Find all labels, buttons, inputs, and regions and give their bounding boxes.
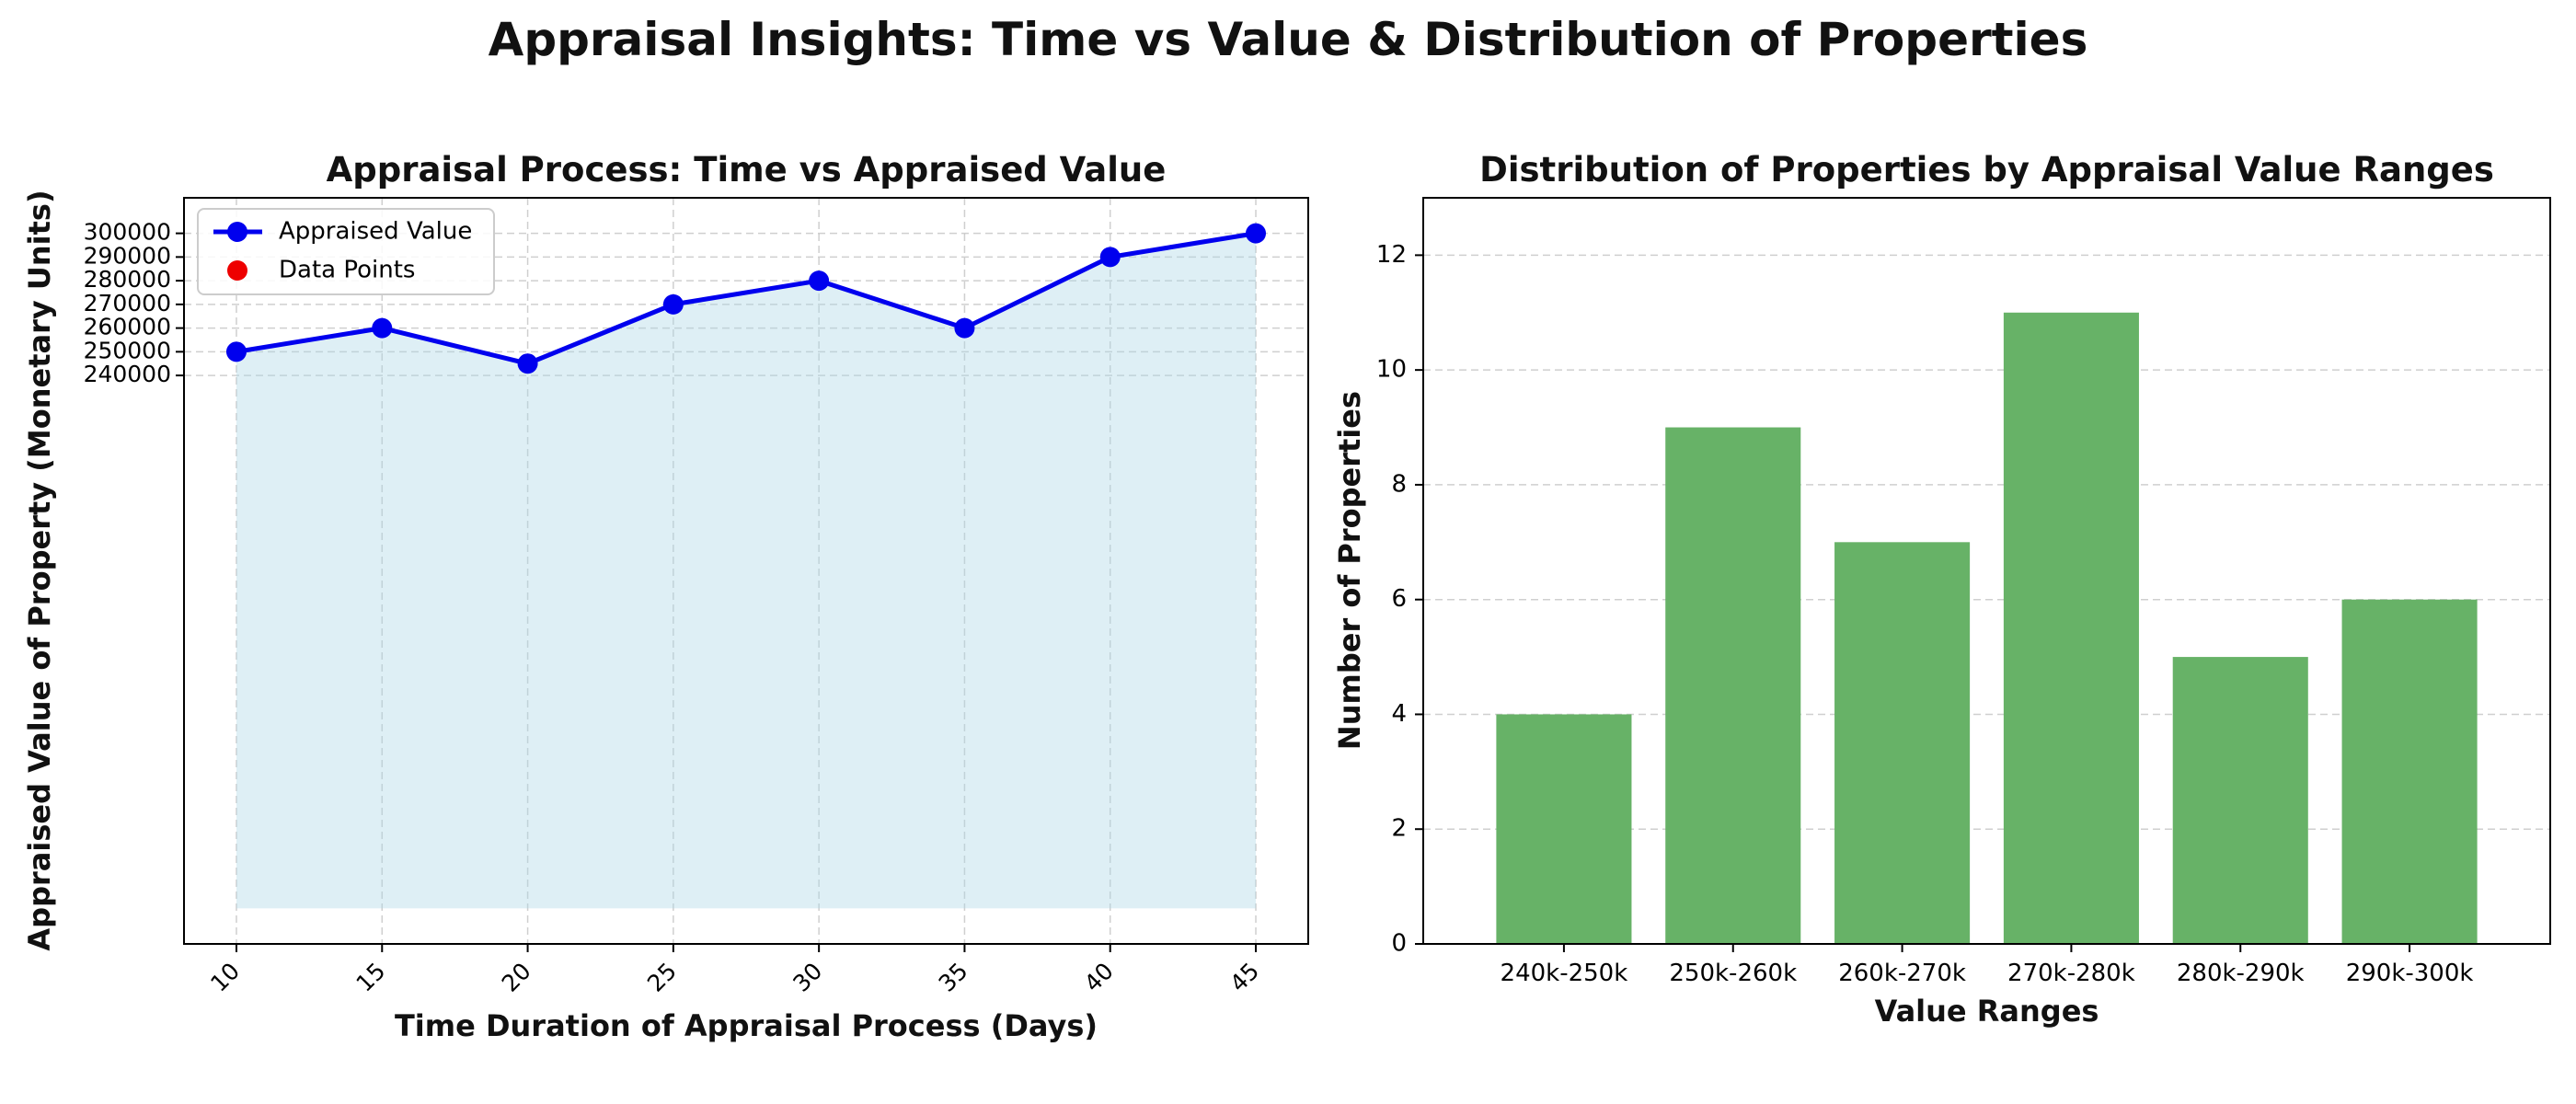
y-tick-label-1: 250000 (84, 337, 171, 363)
bar-4 (2172, 657, 2308, 944)
x-tick-label-1: 15 (351, 958, 390, 997)
bar-chart-panel: Distribution of Properties by Appraisal … (1332, 150, 2551, 1029)
appraised-value-line (236, 231, 1257, 366)
data-point-3 (662, 293, 684, 315)
x-tick-label-5: 35 (934, 958, 973, 997)
area-fill (236, 233, 1257, 909)
bar-chart-title: Distribution of Properties by Appraisal … (1479, 150, 2494, 190)
bar-3 (2003, 312, 2139, 944)
x-tick-label-1: 250k-260k (1669, 960, 1797, 987)
legend-entry-appraised-value: Appraised Value (279, 218, 472, 246)
plot-frame (183, 197, 1309, 945)
data-point-7 (1246, 223, 1267, 244)
x-tick-label-7: 45 (1225, 958, 1264, 997)
y-tick-label-1: 2 (1391, 815, 1407, 843)
legend-data-points-swatch (227, 260, 247, 281)
legend-entry-data-points: Data Points (279, 257, 415, 284)
y-tick-label-3: 270000 (84, 290, 171, 316)
bar-chart-x-axis-label: Value Ranges (1875, 994, 2099, 1029)
y-tick-label-6: 300000 (84, 219, 171, 246)
x-tick-label-3: 270k-280k (2007, 960, 2135, 987)
line-chart-x-axis-label: Time Duration of Appraisal Process (Days… (395, 1008, 1098, 1043)
y-tick-label-5: 290000 (84, 242, 171, 269)
line-chart-panel: Appraisal Process: Time vs Appraised Val… (22, 150, 1309, 1043)
x-tick-label-2: 260k-270k (1838, 960, 1966, 987)
y-tick-label-2: 4 (1391, 700, 1407, 728)
legend-line-marker-swatch (227, 222, 247, 242)
x-tick-label-5: 290k-300k (2346, 960, 2474, 987)
data-point-6 (1099, 247, 1121, 268)
x-tick-label-4: 280k-290k (2177, 960, 2305, 987)
bar-2 (1834, 542, 1971, 944)
data-point-2 (517, 353, 538, 374)
plot-frame (1422, 197, 2551, 945)
data-point-4 (809, 270, 830, 292)
x-tick-label-2: 20 (497, 958, 536, 997)
x-tick-label-4: 30 (788, 958, 827, 997)
x-tick-label-6: 40 (1079, 958, 1119, 997)
bar-1 (1665, 427, 1801, 944)
data-point-0 (225, 341, 247, 362)
y-tick-label-0: 240000 (84, 361, 171, 387)
x-tick-label-0: 240k-250k (1501, 960, 1628, 987)
data-point-5 (954, 317, 975, 339)
y-tick-label-4: 280000 (84, 266, 171, 293)
x-tick-label-3: 25 (642, 958, 682, 997)
bar-5 (2341, 599, 2478, 944)
line-chart-title: Appraisal Process: Time vs Appraised Val… (327, 150, 1167, 190)
y-tick-label-5: 10 (1376, 356, 1407, 384)
y-tick-label-3: 6 (1391, 585, 1407, 613)
y-tick-label-6: 12 (1376, 241, 1407, 269)
bar-chart-y-axis-label: Number of Properties (1332, 391, 1367, 750)
y-tick-label-0: 0 (1391, 930, 1407, 958)
y-tick-label-4: 8 (1391, 470, 1407, 498)
x-tick-label-0: 10 (205, 958, 245, 997)
figure-title: Appraisal Insights: Time vs Value & Dist… (488, 13, 2088, 66)
legend-frame (197, 208, 495, 295)
y-tick-label-2: 260000 (84, 314, 171, 340)
bar-0 (1496, 714, 1632, 944)
line-chart-y-axis-label: Appraised Value of Property (Monetary Un… (22, 190, 57, 950)
data-point-1 (372, 317, 393, 339)
line-chart-legend: Appraised Value Data Points (197, 208, 495, 295)
